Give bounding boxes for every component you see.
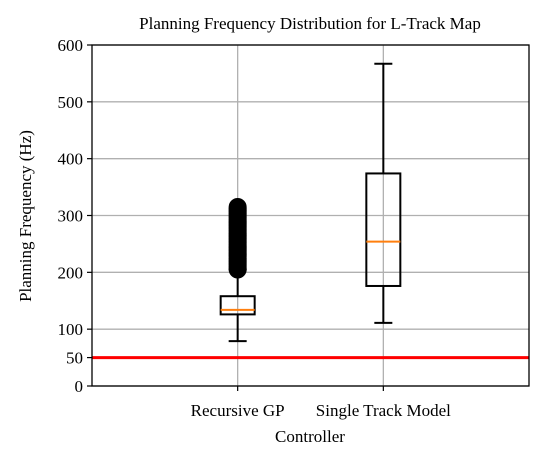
y-tick-label: 200: [58, 263, 84, 282]
y-tick-label: 50: [66, 349, 83, 368]
x-tick-label: Single Track Model: [316, 401, 451, 420]
y-tick-label: 400: [58, 150, 84, 169]
y-tick-label: 100: [58, 320, 84, 339]
box-iqr: [365, 172, 402, 287]
box-2: [365, 62, 402, 324]
y-axis-label: Planning Frequency (Hz): [16, 130, 35, 302]
outlier-point: [228, 197, 247, 216]
x-tick-label: Recursive GP: [191, 401, 285, 420]
grid-layer: [92, 44, 529, 387]
x-axis: Recursive GP Single Track Model: [191, 386, 451, 420]
boxes-layer: [219, 62, 402, 343]
box-1: [219, 197, 256, 343]
y-tick-label: 500: [58, 93, 84, 112]
y-tick-label: 300: [58, 207, 84, 226]
y-tick-label: 0: [75, 377, 84, 396]
y-axis: 0 50 100 200 300 400 500 600: [58, 36, 92, 396]
box-iqr: [219, 295, 256, 316]
y-tick-label: 600: [58, 36, 84, 55]
x-axis-label: Controller: [275, 427, 345, 446]
chart-title: Planning Frequency Distribution for L-Tr…: [139, 14, 481, 33]
